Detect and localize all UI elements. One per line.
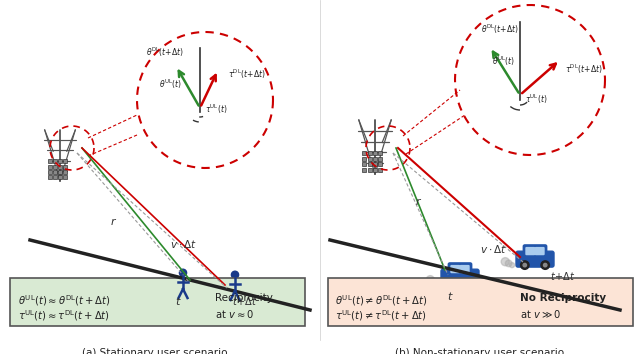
Circle shape [509,263,515,268]
Text: $v \cdot \Delta t$: $v \cdot \Delta t$ [480,243,507,255]
Text: $v \cdot \Delta t$: $v \cdot \Delta t$ [170,238,197,250]
Text: $\theta^{\mathrm{UL}}(t)$: $\theta^{\mathrm{UL}}(t)$ [159,78,182,91]
Text: $\theta^{\mathrm{UL}}(t) \neq \theta^{\mathrm{DL}}(t + \Delta t)$: $\theta^{\mathrm{UL}}(t) \neq \theta^{\m… [335,293,428,308]
Text: $t\!+\!\Delta t$: $t\!+\!\Delta t$ [550,270,575,282]
Circle shape [501,258,509,266]
Circle shape [543,263,547,267]
Text: $r$: $r$ [415,196,422,207]
FancyBboxPatch shape [516,251,554,267]
Circle shape [468,281,472,285]
Circle shape [523,263,527,267]
FancyBboxPatch shape [10,278,305,326]
Circle shape [506,260,512,267]
Circle shape [466,279,474,287]
FancyBboxPatch shape [524,245,547,256]
Text: at $v \gg 0$: at $v \gg 0$ [520,308,561,320]
Text: $t$: $t$ [447,290,453,302]
Text: Reciprocity: Reciprocity [215,293,273,303]
Text: $\theta^{\mathrm{DL}}(t\!+\!\Delta t)$: $\theta^{\mathrm{DL}}(t\!+\!\Delta t)$ [146,46,184,59]
Circle shape [435,281,440,286]
FancyBboxPatch shape [441,269,479,285]
Text: $\tau^{\mathrm{UL}}(t)$: $\tau^{\mathrm{UL}}(t)$ [205,103,227,116]
Circle shape [179,269,187,276]
FancyBboxPatch shape [448,263,472,274]
Text: $t$: $t$ [175,295,182,307]
Text: $\tau^{\mathrm{DL}}(t\!+\!\Delta t)$: $\tau^{\mathrm{DL}}(t\!+\!\Delta t)$ [228,68,266,81]
Text: $\tau^{\mathrm{UL}}(t)$: $\tau^{\mathrm{UL}}(t)$ [525,93,547,106]
Circle shape [426,276,435,284]
FancyBboxPatch shape [328,278,633,326]
Text: (b) Non-stationary user scenario: (b) Non-stationary user scenario [396,348,564,354]
Text: $\tau^{\mathrm{UL}}(t) \neq \tau^{\mathrm{DL}}(t + \Delta t)$: $\tau^{\mathrm{UL}}(t) \neq \tau^{\mathr… [335,308,427,323]
Text: $\theta^{\mathrm{DL}}(t\!+\!\Delta t)$: $\theta^{\mathrm{DL}}(t\!+\!\Delta t)$ [481,23,519,36]
Circle shape [448,281,451,285]
Text: at $v \approx 0$: at $v \approx 0$ [215,308,254,320]
Circle shape [541,261,550,269]
FancyBboxPatch shape [526,247,534,255]
Text: $t\!+\!\Delta t$: $t\!+\!\Delta t$ [232,295,257,307]
Text: (a) Stationary user scenario: (a) Stationary user scenario [83,348,228,354]
Text: $\theta^{\mathrm{UL}}(t)$: $\theta^{\mathrm{UL}}(t)$ [492,55,515,68]
Text: $\theta^{\mathrm{UL}}(t) \approx \theta^{\mathrm{DL}}(t + \Delta t)$: $\theta^{\mathrm{UL}}(t) \approx \theta^… [18,293,111,308]
FancyBboxPatch shape [535,247,544,255]
Text: $\tau^{\mathrm{UL}}(t) \approx \tau^{\mathrm{DL}}(t + \Delta t)$: $\tau^{\mathrm{UL}}(t) \approx \tau^{\ma… [18,308,110,323]
Circle shape [445,279,454,287]
Circle shape [430,278,437,285]
Text: No Reciprocity: No Reciprocity [520,293,606,303]
Text: $r$: $r$ [110,216,117,227]
Text: $\tau^{\mathrm{DL}}(t\!+\!\Delta t)$: $\tau^{\mathrm{DL}}(t\!+\!\Delta t)$ [565,63,603,76]
Circle shape [520,261,529,269]
FancyBboxPatch shape [451,266,460,273]
FancyBboxPatch shape [460,266,469,273]
Circle shape [232,271,239,278]
